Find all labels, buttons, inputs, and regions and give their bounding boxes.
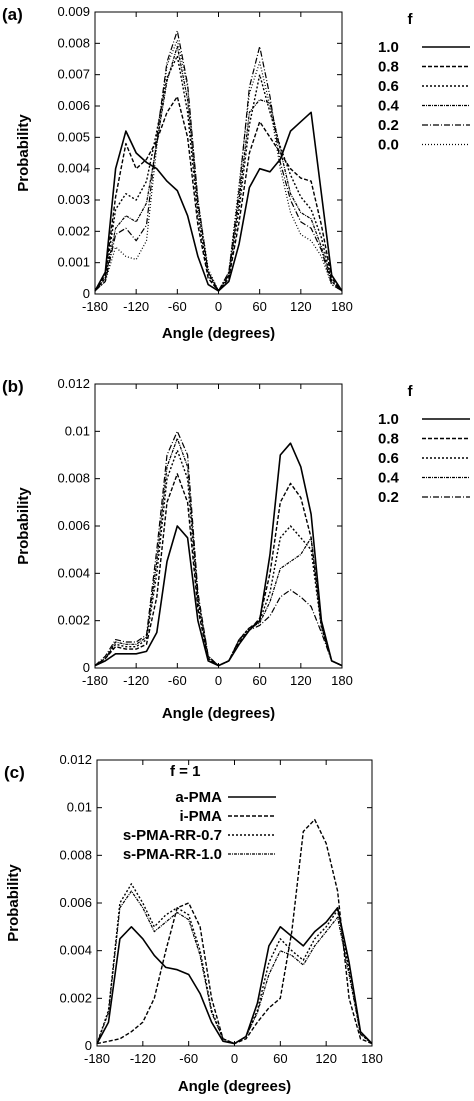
legend-label: 0.2 — [378, 489, 399, 506]
legend: f = 1 a-PMA i-PMA s-PMA-RR-0.7 s-PMA-RR-1.0 — [123, 763, 276, 863]
legend-label: 1.0 — [378, 39, 399, 56]
y-tick-label: 0.005 — [57, 129, 90, 144]
x-tick-label: -60 — [179, 1051, 198, 1066]
legend-label: i-PMA — [180, 808, 223, 825]
y-tick-label: 0 — [85, 1038, 92, 1053]
legend-label: 0.4 — [378, 470, 400, 487]
y-tick-label: 0.012 — [57, 376, 90, 391]
x-tick-label: -180 — [84, 1051, 110, 1066]
series-line-s-pma-rr-1-0 — [96, 890, 373, 1045]
x-tick-label: 0 — [231, 1051, 238, 1066]
panel-label: (a) — [2, 5, 23, 24]
y-tick-label: 0.003 — [57, 192, 90, 207]
series-line-0-0 — [94, 39, 343, 292]
x-tick-label: -180 — [82, 673, 108, 688]
panel-label: (b) — [2, 377, 24, 396]
chart-panel-2: (c) 0 0.002 0.004 0.006 0.008 0.01 0.012 -180 -12… — [4, 752, 383, 1095]
x-tick-label: 60 — [252, 299, 266, 314]
legend-label: 0.2 — [378, 117, 399, 134]
legend-label: 0.4 — [378, 98, 400, 115]
legend-title: f — [408, 11, 414, 28]
series-line-0-8 — [94, 95, 343, 292]
x-tick-label: 0 — [215, 299, 222, 314]
legend-label: s-PMA-RR-0.7 — [123, 827, 222, 844]
y-tick-label: 0.007 — [57, 67, 90, 82]
y-tick-label: 0.008 — [57, 471, 90, 486]
chart-panel-0: (a) 0 0.001 0.002 0.003 0.004 0.005 0.006 0.007 0… — [2, 4, 470, 342]
y-tick-label: 0.002 — [57, 613, 90, 628]
series-line-0-2 — [94, 30, 343, 292]
y-tick-label: 0.002 — [59, 990, 92, 1005]
y-tick-label: 0.004 — [57, 565, 90, 580]
y-tick-label: 0.008 — [57, 35, 90, 50]
y-tick-label: 0.004 — [57, 161, 90, 176]
x-tick-label: -120 — [123, 673, 149, 688]
legend-label: 1.0 — [378, 411, 399, 428]
x-tick-label: 180 — [331, 299, 353, 314]
legend-label: a-PMA — [175, 789, 222, 806]
y-tick-label: 0.008 — [59, 847, 92, 862]
legend-label: 0.8 — [378, 431, 399, 448]
x-tick-label: 180 — [361, 1051, 383, 1066]
y-tick-label: 0.006 — [57, 98, 90, 113]
y-axis-title: Probability — [5, 864, 22, 942]
x-tick-label: 120 — [290, 299, 312, 314]
x-axis-title: Angle (degrees) — [162, 705, 275, 722]
y-tick-label: 0.012 — [59, 752, 92, 767]
x-tick-label: 60 — [252, 673, 266, 688]
x-axis-title: Angle (degrees) — [162, 325, 275, 342]
y-tick-label: 0 — [83, 286, 90, 301]
x-tick-label: 120 — [315, 1051, 337, 1066]
chart-panel-1: (b) 0 0.002 0.004 0.006 0.008 0.01 0.012 -180 -12… — [2, 376, 470, 722]
legend-label: 0.8 — [378, 59, 399, 76]
plot-frame — [94, 383, 343, 669]
y-axis-title: Probability — [15, 114, 32, 192]
x-tick-label: -120 — [130, 1051, 156, 1066]
x-tick-label: -60 — [168, 299, 187, 314]
y-tick-label: 0.009 — [57, 4, 90, 19]
series-line-0-8 — [94, 473, 343, 667]
legend-label: 0.6 — [378, 78, 399, 95]
y-tick-label: 0.006 — [57, 518, 90, 533]
plot-frame — [96, 759, 373, 1047]
x-tick-label: 0 — [215, 673, 222, 688]
y-tick-label: 0.002 — [57, 223, 90, 238]
panel-label: (c) — [4, 763, 25, 782]
series-line-a-pma — [96, 906, 373, 1045]
series-line-1-0 — [94, 442, 343, 667]
plot-frame — [94, 11, 343, 295]
x-tick-label: 120 — [290, 673, 312, 688]
y-tick-label: 0 — [83, 660, 90, 675]
legend: f 1.0 0.8 0.6 0.4 0.2 0.0 — [378, 11, 470, 154]
legend-label: 0.0 — [378, 137, 399, 154]
y-tick-label: 0.01 — [67, 800, 92, 815]
x-tick-label: 60 — [273, 1051, 287, 1066]
series-line-0-4 — [94, 437, 343, 667]
legend-title: f — [408, 383, 414, 400]
x-tick-label: -120 — [123, 299, 149, 314]
y-tick-label: 0.001 — [57, 255, 90, 270]
legend-title: f = 1 — [170, 763, 200, 780]
y-tick-label: 0.01 — [65, 423, 90, 438]
x-tick-label: -180 — [82, 299, 108, 314]
legend-label: s-PMA-RR-1.0 — [123, 846, 222, 863]
legend: f 1.0 0.8 0.6 0.4 0.2 — [378, 383, 470, 506]
x-tick-label: -60 — [168, 673, 187, 688]
series-line-0-6 — [94, 55, 343, 292]
legend-label: 0.6 — [378, 450, 399, 467]
series-line-s-pma-rr-0-7 — [96, 883, 373, 1045]
series-line-0-4 — [94, 45, 343, 292]
x-axis-title: Angle (degrees) — [178, 1078, 291, 1095]
y-tick-label: 0.004 — [59, 943, 92, 958]
x-tick-label: 180 — [331, 673, 353, 688]
y-tick-label: 0.006 — [59, 895, 92, 910]
y-axis-title: Probability — [15, 487, 32, 565]
